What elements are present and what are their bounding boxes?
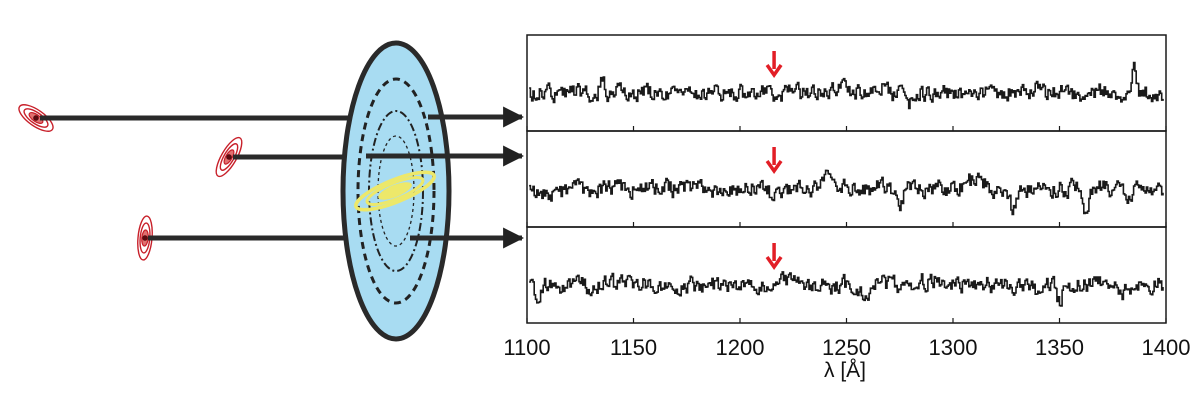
spectrum-panel-2 bbox=[526, 130, 1167, 228]
spectrum-line-3 bbox=[529, 271, 1164, 307]
x-axis: 1100 1150 1200 1250 1300 1350 1400 bbox=[503, 126, 1190, 360]
spectra-panels bbox=[526, 34, 1167, 324]
absorption-marker-icon bbox=[765, 147, 783, 175]
halo-galaxy-icon bbox=[354, 170, 436, 212]
x-tick-label: 1300 bbox=[929, 335, 978, 360]
x-tick-label: 1400 bbox=[1142, 335, 1191, 360]
x-tick-label: 1200 bbox=[716, 335, 765, 360]
x-tick-label: 1350 bbox=[1035, 335, 1084, 360]
x-tick-label: 1250 bbox=[822, 335, 871, 360]
halo-ring-outer bbox=[356, 77, 436, 305]
absorption-marker-icon bbox=[765, 243, 783, 271]
spectrum-line-2 bbox=[529, 169, 1164, 216]
spectrum-line-1 bbox=[529, 61, 1164, 110]
absorption-marker-icon bbox=[765, 51, 783, 79]
quasar-icon bbox=[215, 136, 243, 178]
x-axis-label: λ [Å] bbox=[824, 359, 866, 382]
x-tick-label: 1100 bbox=[503, 335, 550, 360]
x-tick-label: 1150 bbox=[610, 335, 657, 360]
quasar-icon bbox=[18, 104, 54, 132]
